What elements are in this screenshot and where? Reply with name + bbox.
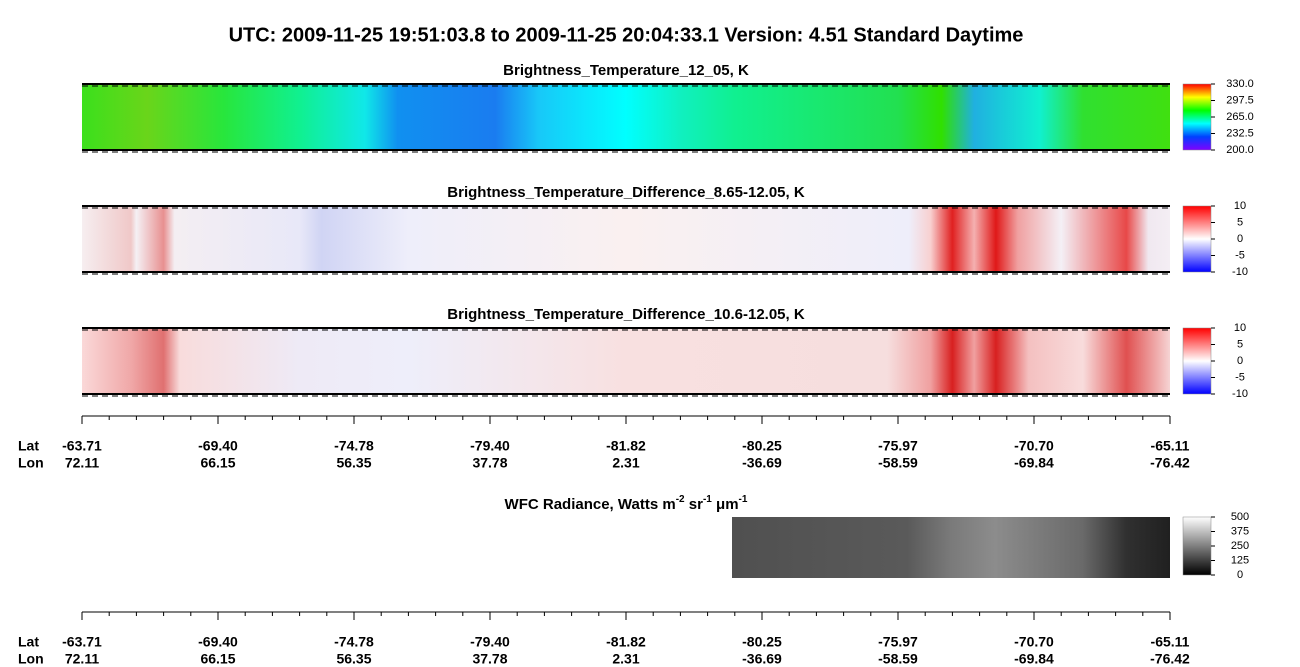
colorbar-tick-label: 10: [1234, 322, 1246, 334]
lat-label: -74.78: [334, 634, 374, 650]
bt-image: [82, 84, 1170, 150]
panel-title: Brightness_Temperature_Difference_8.65-1…: [447, 184, 805, 201]
colorbar-tick-label: -5: [1235, 371, 1245, 383]
colorbar-tick-label: 297.5: [1226, 94, 1254, 106]
colorbar: [1182, 205, 1212, 273]
lat-label: -63.71: [62, 438, 102, 454]
colorbar-tick-label: 0: [1237, 233, 1243, 245]
btd-image: [82, 328, 1170, 394]
lon-label: 56.35: [336, 455, 371, 471]
lon-label: -69.84: [1014, 455, 1054, 471]
lat-label: -65.11: [1151, 634, 1190, 650]
radiance-image: [732, 517, 1170, 578]
lat-label: -80.25: [742, 634, 782, 650]
lon-label: -76.42: [1150, 651, 1190, 667]
colorbar: [1182, 327, 1212, 395]
lat-label: -79.40: [470, 634, 510, 650]
colorbar-tick-label: -5: [1235, 249, 1245, 261]
lat-label: -70.70: [1014, 634, 1054, 650]
lat-label: -75.97: [878, 438, 918, 454]
colorbar-tick-label: 330.0: [1226, 78, 1254, 90]
title-part: -1: [703, 494, 712, 505]
colorbar-tick-label: -10: [1232, 266, 1248, 278]
lon-label: -36.69: [742, 455, 782, 471]
page-title: UTC: 2009-11-25 19:51:03.8 to 2009-11-25…: [229, 24, 1024, 46]
lon-label: -76.42: [1150, 455, 1190, 471]
lat-label: -69.40: [198, 438, 238, 454]
colorbar-tick-label: -10: [1232, 388, 1248, 400]
axis-row-label: Lon: [18, 651, 44, 667]
lon-label: 37.78: [472, 651, 507, 667]
btd-image: [82, 206, 1170, 272]
colorbar-tick-label: 5: [1237, 216, 1243, 228]
colorbar-tick-label: 250: [1231, 540, 1249, 552]
colorbar-tick-label: 0: [1237, 355, 1243, 367]
lon-label: 66.15: [200, 651, 235, 667]
axis-row-label: Lat: [18, 634, 39, 650]
lat-label: -69.40: [198, 634, 238, 650]
colorbar-tick-label: 265.0: [1226, 111, 1254, 123]
lat-label: -81.82: [606, 634, 646, 650]
colorbar-tick-label: 375: [1231, 525, 1249, 537]
colorbar-tick-label: 10: [1234, 200, 1246, 212]
title-part: WFC Radiance, Watts m: [505, 496, 676, 513]
axis-row-label: Lon: [18, 455, 44, 471]
lon-label: 72.11: [65, 651, 99, 667]
lon-label: 66.15: [200, 455, 235, 471]
title-part: sr: [685, 496, 704, 513]
colorbar: [1182, 516, 1212, 576]
panel-title: Brightness_Temperature_Difference_10.6-1…: [447, 306, 805, 323]
lat-label: -81.82: [606, 438, 646, 454]
lon-label: 56.35: [336, 651, 371, 667]
lat-label: -80.25: [742, 438, 782, 454]
title-part: -1: [739, 494, 748, 505]
colorbar-tick-label: 500: [1231, 511, 1249, 523]
colorbar-tick-label: 200.0: [1226, 144, 1254, 156]
lon-label: -69.84: [1014, 651, 1054, 667]
lon-label: 2.31: [612, 455, 639, 471]
lat-label: -65.11: [1151, 438, 1190, 454]
lat-label: -79.40: [470, 438, 510, 454]
colorbar-tick-label: 5: [1237, 338, 1243, 350]
radiance-title: WFC Radiance, Watts m-2 sr-1 μm-1: [505, 494, 748, 513]
lon-label: 37.78: [472, 455, 507, 471]
title-part: μm: [712, 496, 739, 513]
lat-label: -74.78: [334, 438, 374, 454]
panel-title: Brightness_Temperature_12_05, K: [503, 62, 749, 79]
colorbar-tick-label: 0: [1237, 569, 1243, 581]
colorbar-tick-label: 125: [1231, 554, 1249, 566]
colorbar: [1182, 83, 1212, 151]
lon-label: -58.59: [878, 455, 918, 471]
lat-label: -63.71: [62, 634, 102, 650]
lon-label: -36.69: [742, 651, 782, 667]
axis-row-label: Lat: [18, 438, 39, 454]
lon-label: -58.59: [878, 651, 918, 667]
lat-label: -70.70: [1014, 438, 1054, 454]
lon-label: 72.11: [65, 455, 99, 471]
lat-label: -75.97: [878, 634, 918, 650]
colorbar-tick-label: 232.5: [1226, 127, 1254, 139]
lon-label: 2.31: [612, 651, 639, 667]
title-part: -2: [676, 494, 685, 505]
